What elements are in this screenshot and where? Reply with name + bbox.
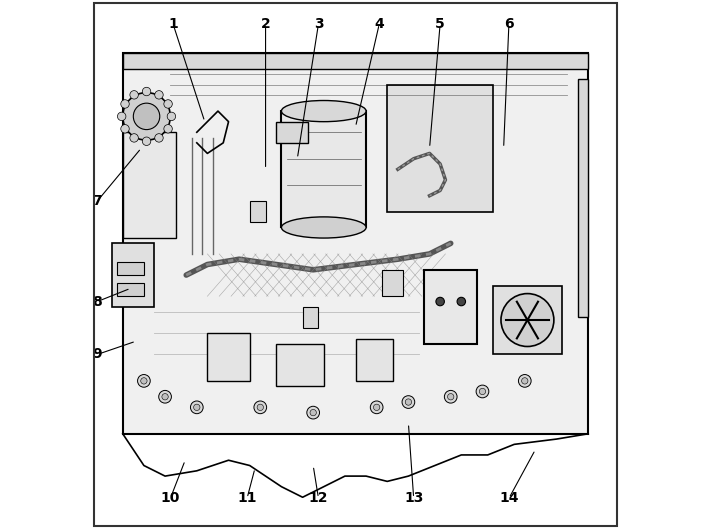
Circle shape (142, 137, 151, 145)
Bar (276, 122, 308, 143)
Bar (493, 286, 562, 354)
Circle shape (191, 401, 203, 414)
Bar (356, 339, 392, 381)
Circle shape (142, 87, 151, 96)
Text: 3: 3 (314, 17, 324, 31)
Circle shape (121, 99, 129, 108)
Text: 8: 8 (92, 295, 102, 308)
Text: 1: 1 (168, 17, 178, 31)
Text: 14: 14 (499, 491, 518, 505)
Circle shape (164, 124, 172, 133)
Text: 10: 10 (161, 491, 180, 505)
Circle shape (155, 90, 164, 99)
Circle shape (162, 394, 169, 400)
Bar (382, 270, 403, 296)
Text: 6: 6 (504, 17, 514, 31)
Text: 4: 4 (375, 17, 384, 31)
Circle shape (137, 375, 150, 387)
Bar (117, 262, 144, 275)
Circle shape (518, 375, 531, 387)
Circle shape (402, 396, 415, 408)
Circle shape (155, 134, 164, 142)
Circle shape (436, 297, 444, 306)
Circle shape (121, 124, 129, 133)
Ellipse shape (282, 101, 366, 122)
Bar (123, 53, 588, 434)
Bar (577, 79, 588, 317)
Circle shape (167, 112, 176, 121)
Text: 7: 7 (92, 194, 102, 208)
Circle shape (130, 134, 139, 142)
Circle shape (479, 388, 486, 395)
Circle shape (501, 294, 554, 346)
Circle shape (123, 93, 171, 140)
Circle shape (130, 90, 139, 99)
Circle shape (457, 297, 466, 306)
Bar (282, 111, 366, 227)
Bar (117, 283, 144, 296)
Text: 2: 2 (261, 17, 270, 31)
Bar (123, 132, 176, 238)
Circle shape (164, 99, 172, 108)
Circle shape (476, 385, 488, 398)
Bar (112, 243, 154, 307)
Circle shape (310, 409, 316, 416)
Circle shape (522, 378, 528, 384)
Circle shape (370, 401, 383, 414)
Bar (250, 201, 266, 222)
Circle shape (117, 112, 126, 121)
Bar (303, 307, 319, 328)
Text: 12: 12 (309, 491, 328, 505)
Circle shape (141, 378, 147, 384)
Bar (424, 270, 477, 344)
Bar (208, 333, 250, 381)
Text: 11: 11 (237, 491, 257, 505)
Circle shape (193, 404, 200, 411)
Text: 5: 5 (435, 17, 445, 31)
Text: 9: 9 (92, 348, 102, 361)
Text: 13: 13 (404, 491, 423, 505)
Circle shape (257, 404, 264, 411)
Bar (276, 344, 324, 386)
Circle shape (134, 103, 160, 130)
Bar (123, 53, 588, 69)
Circle shape (159, 390, 171, 403)
Bar (387, 85, 493, 212)
Ellipse shape (282, 217, 366, 238)
Circle shape (373, 404, 380, 411)
Circle shape (405, 399, 412, 405)
Circle shape (307, 406, 319, 419)
Circle shape (254, 401, 267, 414)
Circle shape (444, 390, 457, 403)
Circle shape (447, 394, 454, 400)
